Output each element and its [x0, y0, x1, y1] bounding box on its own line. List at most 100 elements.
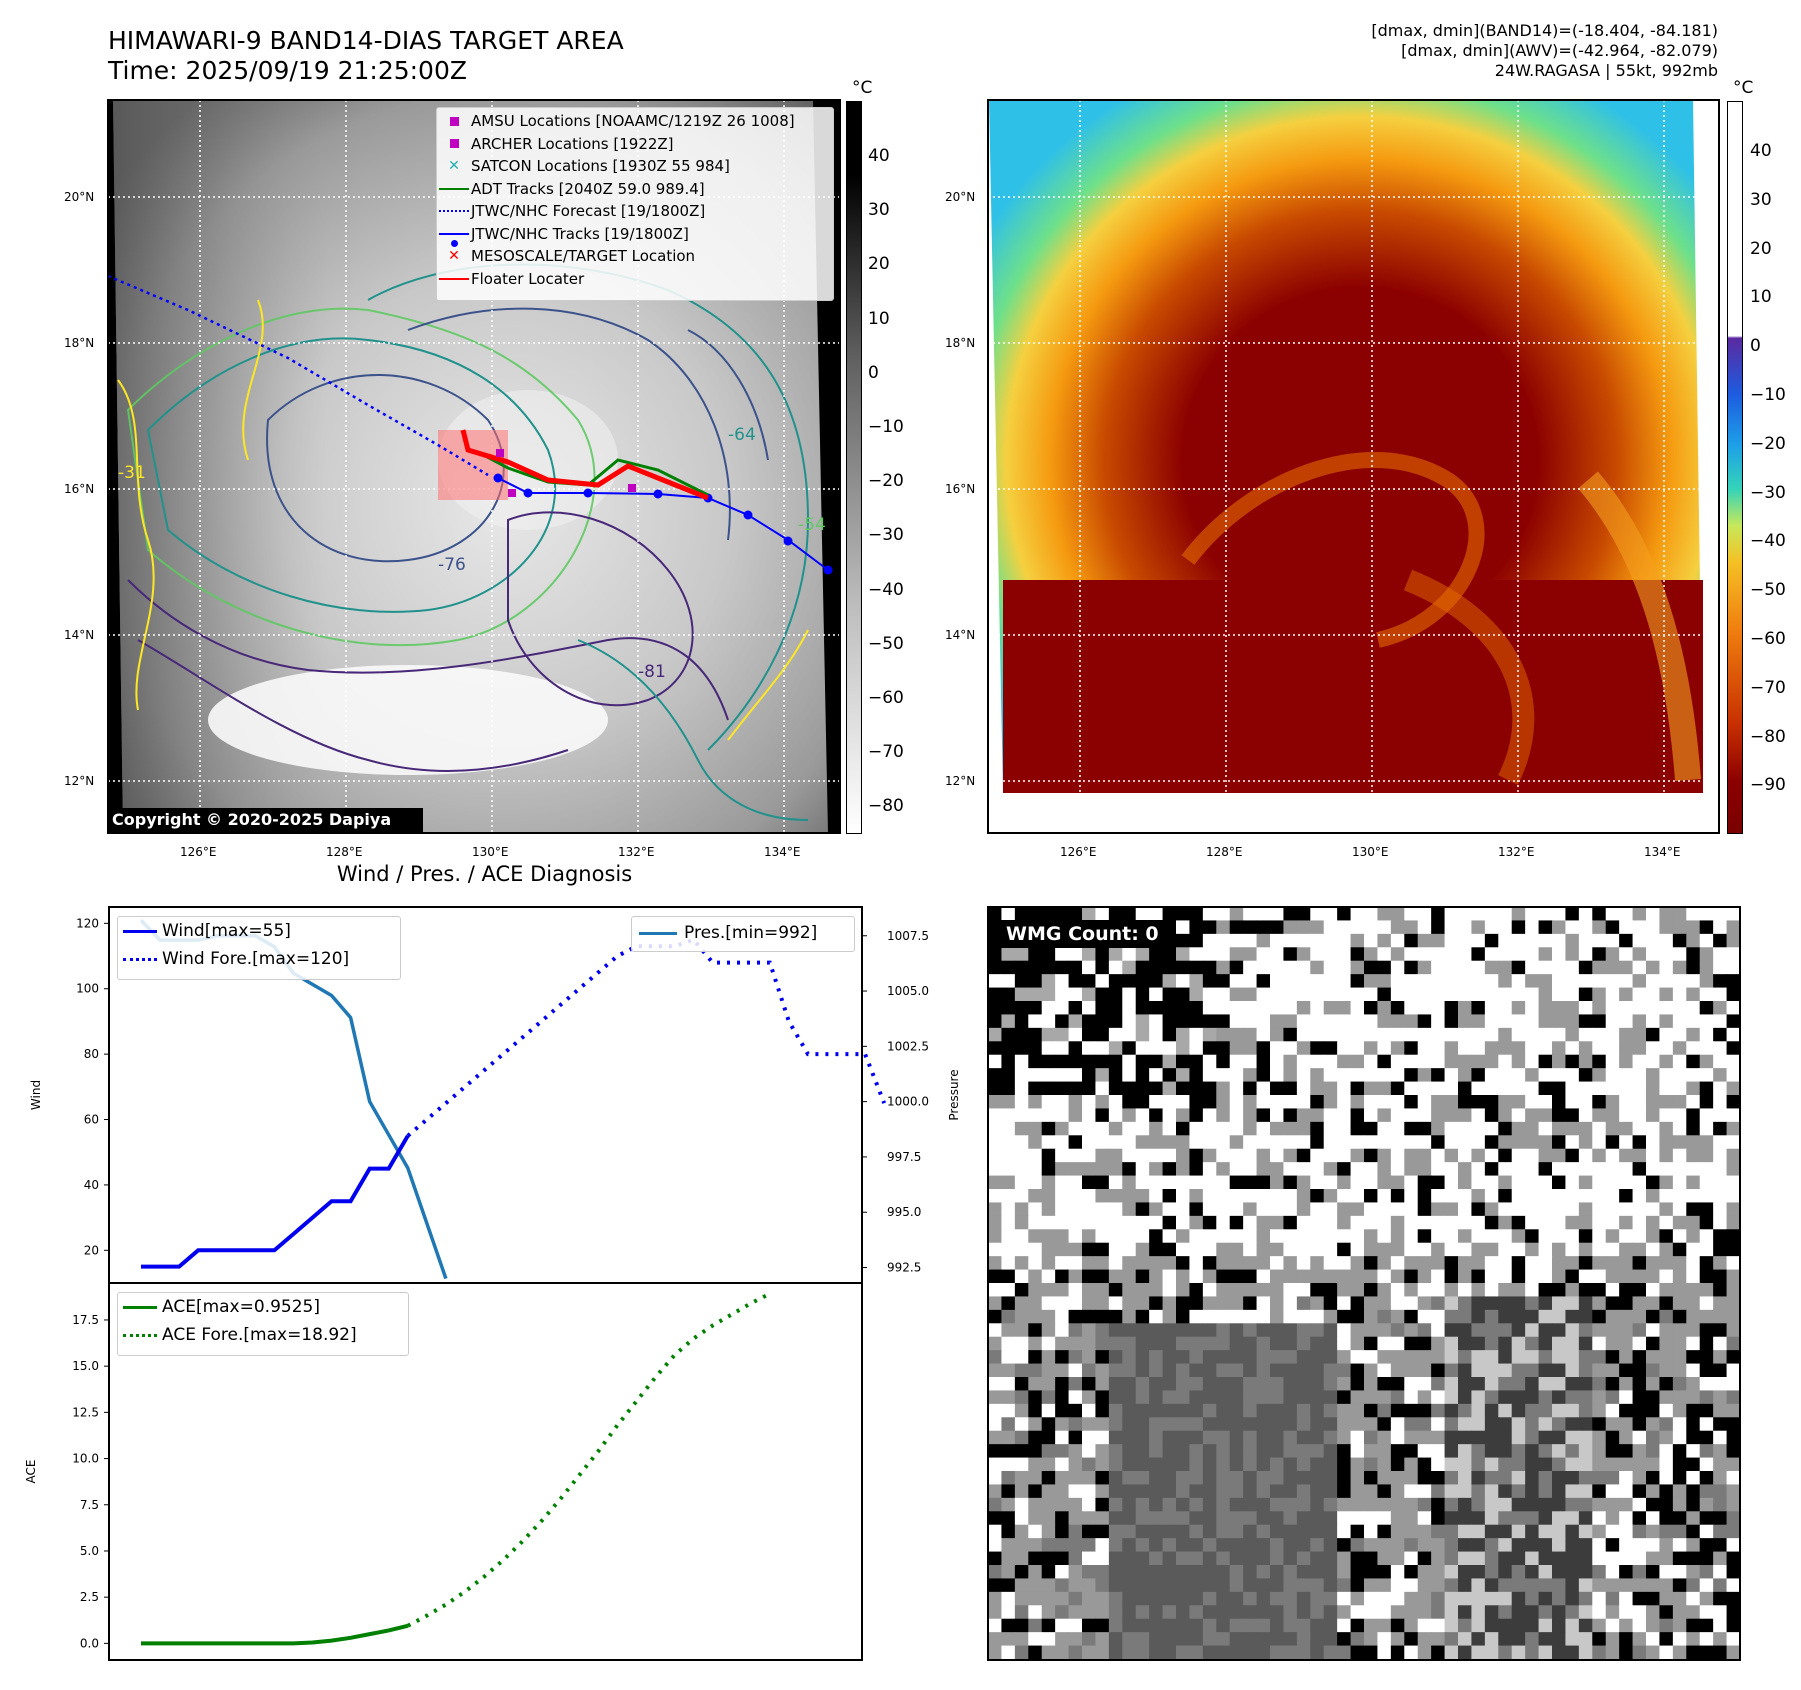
wmg-cell [1713, 1229, 1728, 1244]
wmg-cell [1458, 1269, 1472, 1284]
wmg-cell [1055, 1041, 1070, 1056]
wmg-cell [1484, 1403, 1499, 1418]
wmg-cell [1243, 1121, 1258, 1136]
wmg-cell [1068, 1309, 1083, 1324]
wmg-cell [1484, 1215, 1499, 1230]
wmg-cell [1095, 1229, 1110, 1244]
wmg-cell [1001, 1081, 1016, 1096]
wmg-cell [1525, 1390, 1540, 1405]
wmg-cell [1619, 907, 1634, 921]
wmg-cell [1176, 1323, 1190, 1338]
wmg-cell [1283, 1027, 1298, 1042]
wmg-cell [1646, 1068, 1660, 1083]
wmg-cell [1632, 1027, 1647, 1042]
wmg-cell [1256, 1229, 1271, 1244]
wmg-cell [1350, 1215, 1365, 1230]
wmg-cell [1122, 907, 1137, 921]
wmg-cell [1686, 920, 1701, 935]
wmg-cell [1552, 987, 1566, 1002]
wmg-cell [1001, 1162, 1016, 1177]
wmg-cell [1390, 1242, 1405, 1257]
wmg-cell [1283, 920, 1298, 935]
wmg-cell [1055, 1417, 1070, 1432]
wmg-cell [1270, 1054, 1284, 1069]
wmg-cell [1484, 974, 1499, 989]
wmg-cell [1538, 920, 1553, 935]
wmg-cell [1270, 1027, 1284, 1042]
wmg-cell [1444, 1175, 1459, 1190]
wmg-cell [1310, 1108, 1325, 1123]
wmg-cell [1672, 1403, 1687, 1418]
wmg-cell [1202, 1269, 1217, 1284]
wmg-cell [1444, 1377, 1459, 1391]
wind-forecast-line-icon [123, 957, 157, 961]
wmg-cell [1055, 1229, 1070, 1244]
wmg-cell [1014, 1081, 1029, 1096]
wmg-cell [1041, 1229, 1056, 1244]
right-lon-tick-132e: 132°E [1498, 845, 1535, 859]
wmg-cell [1632, 1068, 1647, 1083]
wmg-cell [1686, 1175, 1701, 1190]
wmg-cell [1511, 933, 1526, 948]
wmg-cell [1458, 1148, 1472, 1163]
wmg-cell [1565, 1350, 1580, 1365]
wmg-cell [1565, 1390, 1580, 1405]
wmg-cell [1444, 1283, 1459, 1297]
wmg-cell [1055, 907, 1070, 921]
legend-pres-label: Pres.[min=992] [684, 923, 818, 943]
wmg-cell [1565, 1323, 1580, 1338]
wmg-cell [1229, 1256, 1244, 1271]
wmg-cell [1001, 1390, 1016, 1405]
wmg-cell [1283, 1256, 1298, 1271]
wmg-cell [1202, 907, 1217, 921]
wmg-cell [1646, 1041, 1660, 1056]
wmg-cell [988, 1041, 1002, 1056]
wmg-cell [1605, 1377, 1620, 1391]
wmg-cell [1565, 1242, 1580, 1257]
wmg-cell [1632, 1202, 1647, 1217]
wmg-cell [1055, 1202, 1070, 1217]
wmg-cell [1619, 1309, 1634, 1324]
wmg-cell [1713, 1175, 1728, 1190]
wmg-cell [1310, 1202, 1325, 1217]
wmg-cell [1699, 1135, 1714, 1150]
right-colorbar-tick: −60 [1750, 629, 1786, 649]
wmg-cell [1323, 1256, 1338, 1271]
wmg-cell [1619, 1054, 1634, 1069]
wmg-cell [1592, 1242, 1607, 1257]
wmg-cell [1417, 1081, 1432, 1096]
wmg-cell [1565, 1041, 1580, 1056]
ace-tick-label: 17.5 [72, 1313, 99, 1327]
wmg-cell [1404, 1215, 1419, 1230]
wmg-cell [1122, 1027, 1137, 1042]
square-marker-icon [449, 116, 459, 126]
wmg-cell [1296, 1242, 1311, 1257]
wmg-cell [1525, 1068, 1540, 1083]
wmg-cell [1632, 1377, 1647, 1391]
wmg-cell [1283, 1162, 1298, 1177]
wmg-cell [1149, 1215, 1164, 1230]
wmg-cell [1498, 933, 1513, 948]
wmg-cell [1471, 1014, 1486, 1029]
wmg-cell [1377, 1189, 1392, 1203]
wmg-cell [1082, 1108, 1096, 1123]
pres-tick-label: 1002.5 [887, 1039, 929, 1053]
wmg-cell [1377, 1108, 1392, 1123]
wmg-cell [1511, 1296, 1526, 1311]
wmg-cell [1431, 1189, 1446, 1203]
wmg-cell [1350, 1283, 1365, 1297]
wmg-cell [1014, 1202, 1029, 1217]
wmg-cell [1095, 1269, 1110, 1284]
wmg-cell [1135, 1229, 1150, 1244]
wmg-cell [1699, 1189, 1714, 1203]
wmg-cell [1149, 1001, 1164, 1015]
wmg-cell [1498, 1229, 1513, 1244]
wmg-cell [1619, 960, 1634, 975]
wmg-cell [1256, 1309, 1271, 1324]
wmg-cell [1511, 1014, 1526, 1029]
wmg-cell [1283, 1363, 1298, 1378]
wmg-cell [1310, 1081, 1325, 1096]
wmg-cell [1525, 907, 1540, 921]
wmg-cell [1095, 1081, 1110, 1096]
wmg-cell [1578, 1001, 1593, 1015]
